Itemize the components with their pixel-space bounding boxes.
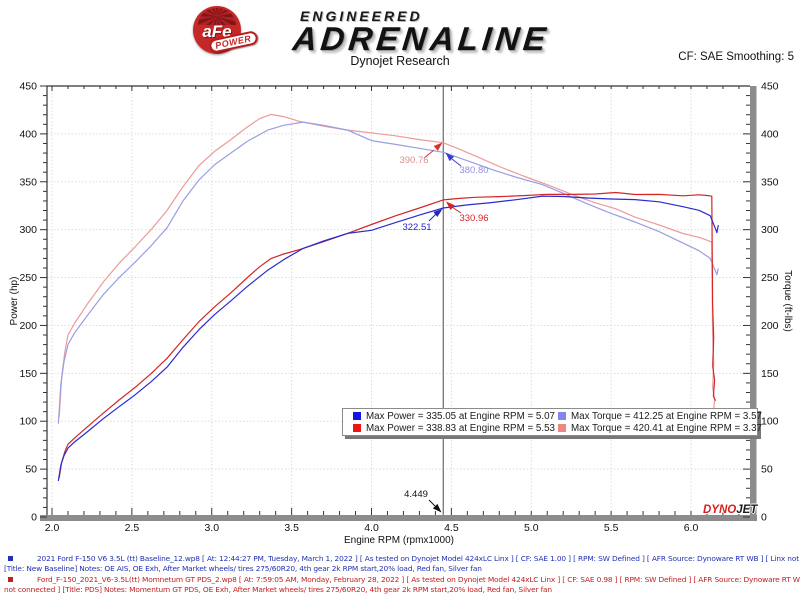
y-axis-label-power: Power (hp) xyxy=(9,277,20,326)
svg-text:2.0: 2.0 xyxy=(45,522,60,534)
svg-text:4.5: 4.5 xyxy=(444,522,459,534)
legend-item-max-torque-periwinkle: Max Torque = 412.25 at Engine RPM = 3.57 xyxy=(558,411,762,422)
svg-text:300: 300 xyxy=(19,224,37,236)
svg-text:6.0: 6.0 xyxy=(684,522,699,534)
svg-text:4.449: 4.449 xyxy=(404,489,428,500)
dynojet-watermark-dyno: DYNO xyxy=(703,504,737,516)
svg-text:4.0: 4.0 xyxy=(364,522,379,534)
page-title: Dynojet Research xyxy=(350,54,450,68)
axis-ticks xyxy=(40,85,750,518)
svg-text:400: 400 xyxy=(761,128,779,140)
svg-text:0: 0 xyxy=(761,512,767,524)
legend-label: Max Power = 335.05 at Engine RPM = 5.07 xyxy=(366,410,555,422)
smoothing-setting-label: CF: SAE Smoothing: 5 xyxy=(678,51,794,63)
legend-swatch-power-blue xyxy=(353,412,361,420)
svg-text:250: 250 xyxy=(761,272,779,284)
legend-item-max-torque-salmon: Max Torque = 420.41 at Engine RPM = 3.37 xyxy=(558,423,762,434)
torque-salmon-aFe-run xyxy=(58,113,716,418)
svg-text:322.51: 322.51 xyxy=(402,222,431,233)
svg-text:450: 450 xyxy=(19,81,37,93)
grid-lines xyxy=(47,86,750,515)
afe-brand-logo: aFe POWER ENGINEERED ADRENALINE xyxy=(183,2,573,58)
svg-text:350: 350 xyxy=(761,176,779,188)
dynojet-watermark: DYNOJET xyxy=(703,504,757,516)
svg-text:390.76: 390.76 xyxy=(399,155,428,166)
legend-label: Max Torque = 420.41 at Engine RPM = 3.37 xyxy=(571,422,762,434)
brand-tagline-engineered: ENGINEERED xyxy=(300,8,423,24)
svg-text:5.0: 5.0 xyxy=(524,522,539,534)
torque-periwinkle-baseline-run xyxy=(57,121,719,424)
dynojet-watermark-jet: JET xyxy=(736,504,758,516)
legend-label: Max Power = 338.83 at Engine RPM = 5.53 xyxy=(366,422,555,434)
svg-text:3.5: 3.5 xyxy=(284,522,299,534)
svg-text:200: 200 xyxy=(761,320,779,332)
svg-text:300: 300 xyxy=(761,224,779,236)
svg-text:2.5: 2.5 xyxy=(125,522,140,534)
svg-text:350: 350 xyxy=(19,176,37,188)
run-marker-blue xyxy=(8,556,13,561)
x-axis-label: Engine RPM (rpmx1000) xyxy=(344,535,454,546)
axis-bar-bottom xyxy=(40,515,757,521)
legend-swatch-power-red xyxy=(353,424,361,432)
svg-text:330.96: 330.96 xyxy=(459,213,488,224)
legend-swatch-torque-salmon xyxy=(558,424,566,432)
run-info-line: not connected ] [Title: PDS] Notes: Mome… xyxy=(4,585,552,594)
svg-text:150: 150 xyxy=(19,368,37,380)
svg-text:150: 150 xyxy=(761,368,779,380)
legend-item-max-power-blue: Max Power = 335.05 at Engine RPM = 5.07 xyxy=(353,411,558,422)
legend-label: Max Torque = 412.25 at Engine RPM = 3.57 xyxy=(571,410,762,422)
cursor-annotations: 390.76 380.80 322.51 330.96 4.449 xyxy=(399,142,489,513)
svg-text:200: 200 xyxy=(19,320,37,332)
power-blue-baseline-run xyxy=(57,195,719,482)
svg-text:450: 450 xyxy=(761,81,779,93)
svg-text:50: 50 xyxy=(25,464,37,476)
svg-text:380.80: 380.80 xyxy=(459,165,488,176)
run-info-line: Ford_F-150_2021_V6-3.5L(tt) Momnetum GT … xyxy=(37,575,800,584)
y-axis-label-torque: Torque (ft-lbs) xyxy=(782,270,793,332)
run-info-afe-intake: Ford_F-150_2021_V6-3.5L(tt) Momnetum GT … xyxy=(4,575,800,595)
svg-text:5.5: 5.5 xyxy=(604,522,619,534)
svg-text:400: 400 xyxy=(19,128,37,140)
run-marker-red xyxy=(8,577,13,582)
dyno-curves xyxy=(57,113,719,482)
svg-text:3.0: 3.0 xyxy=(204,522,219,534)
run-info-line: [Title: New Baseline] Notes: OE AIS, OE … xyxy=(4,564,482,573)
svg-text:250: 250 xyxy=(19,272,37,284)
legend-swatch-torque-periwinkle xyxy=(558,412,566,420)
svg-text:100: 100 xyxy=(761,416,779,428)
power-red-aFe-run xyxy=(58,191,716,479)
chart-legend: Max Power = 335.05 at Engine RPM = 5.07 … xyxy=(342,408,762,436)
svg-text:50: 50 xyxy=(761,464,773,476)
run-info-baseline: 2021 Ford F-150 V6 3.5L (tt) Baseline_12… xyxy=(4,554,800,574)
svg-text:0: 0 xyxy=(31,512,37,524)
svg-text:100: 100 xyxy=(19,416,37,428)
run-info-line: 2021 Ford F-150 V6 3.5L (tt) Baseline_12… xyxy=(37,554,800,563)
axis-bar-right xyxy=(750,86,757,521)
axis-tick-labels: 0 0 50 50 100 100 150 150 200 200 250 250 300 300 350 3… xyxy=(19,81,778,535)
legend-item-max-power-red: Max Power = 338.83 at Engine RPM = 5.53 xyxy=(353,423,558,434)
